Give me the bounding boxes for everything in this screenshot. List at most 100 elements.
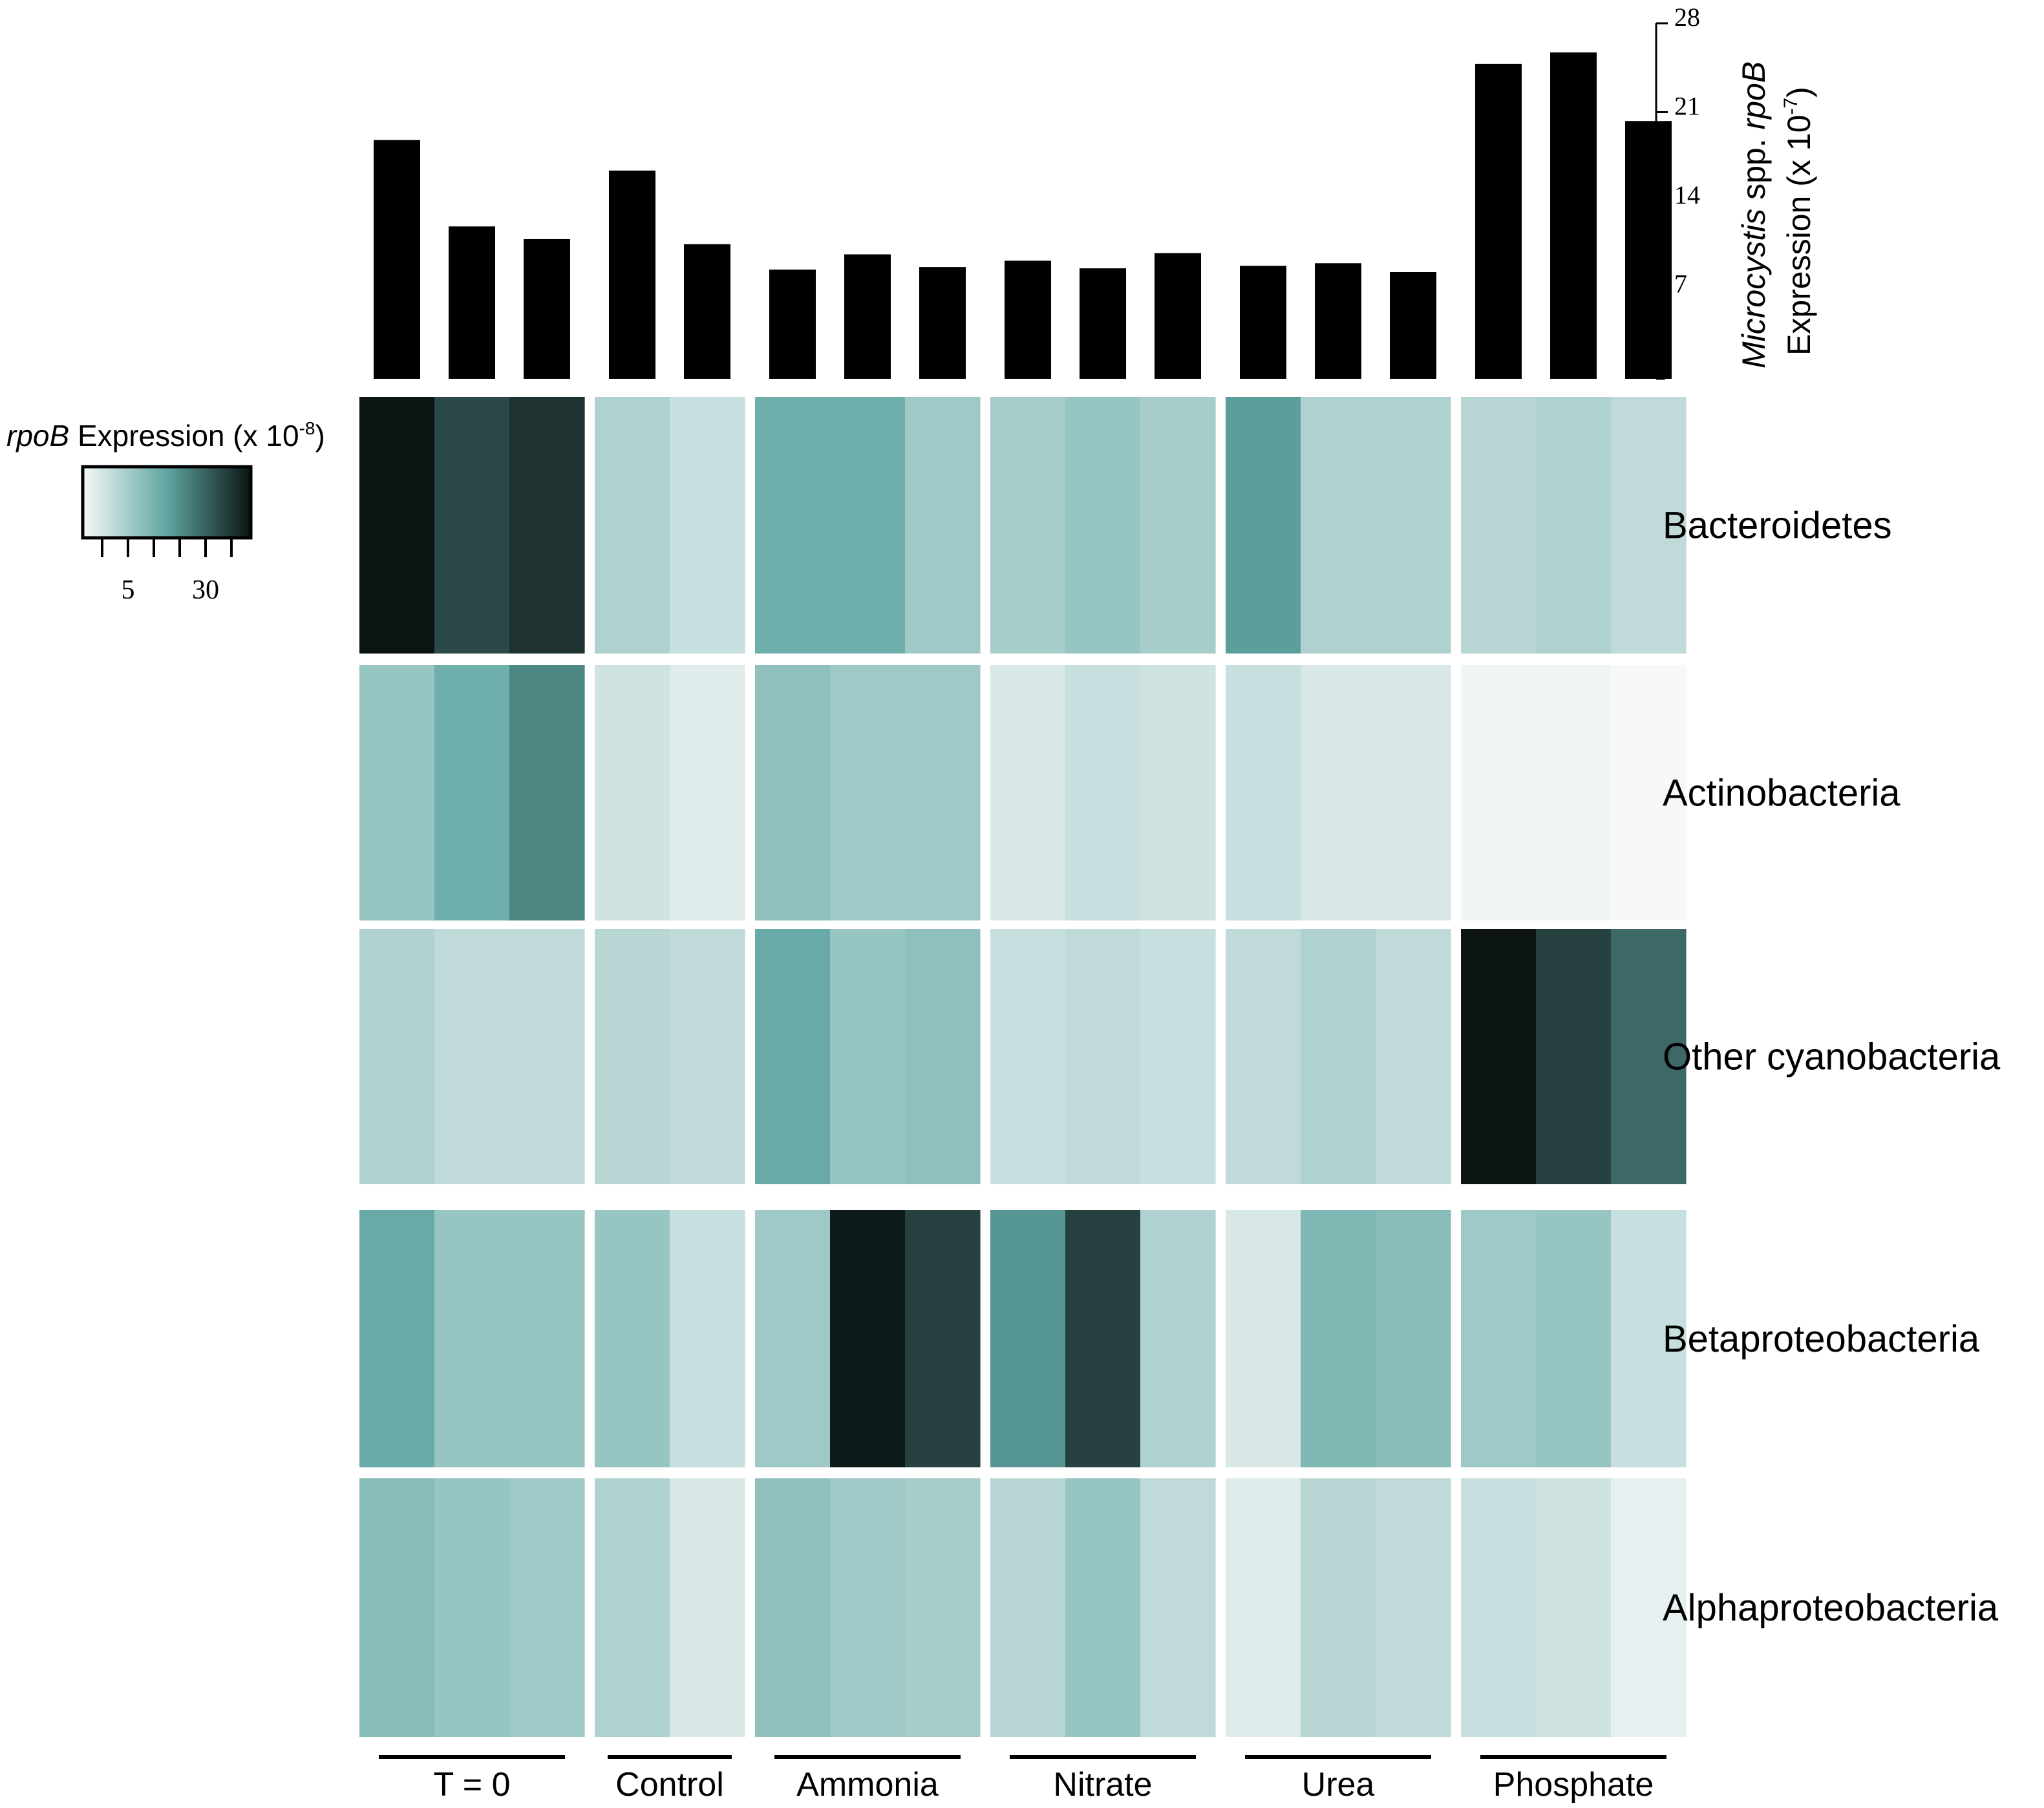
heat-cell-actinobacteria-4 — [670, 665, 745, 920]
bar-ammonia-r1 — [769, 270, 816, 379]
heat-cell-bacteroidetes-10 — [1140, 397, 1216, 654]
heat-cell-betaproteobacteria-15 — [1536, 1210, 1612, 1467]
row-label-alphaproteobacteria: Alphaproteobacteria — [1663, 1587, 1999, 1629]
heat-cell-actinobacteria-9 — [1065, 665, 1141, 920]
bar-urea-r2 — [1315, 263, 1361, 379]
bar-urea-r3 — [1390, 272, 1436, 379]
legend-tick-label-30: 30 — [192, 575, 219, 605]
heat-cell-actinobacteria-2 — [509, 665, 585, 920]
heat-cell-alphaproteobacteria-11 — [1226, 1478, 1301, 1737]
heat-cell-betaproteobacteria-8 — [990, 1210, 1066, 1467]
heat-cell-betaproteobacteria-6 — [830, 1210, 906, 1467]
heat-cell-betaproteobacteria-0 — [359, 1210, 435, 1467]
heat-cell-alphaproteobacteria-15 — [1536, 1478, 1612, 1737]
heat-cell-bacteroidetes-2 — [509, 397, 585, 654]
heat-cell-betaproteobacteria-5 — [755, 1210, 831, 1467]
legend-tick-label-5: 5 — [122, 575, 135, 605]
heat-cell-actinobacteria-3 — [595, 665, 670, 920]
legend-title: rpoB Expression (x 10-8) — [6, 418, 325, 452]
heat-cell-bacteroidetes-13 — [1376, 397, 1451, 654]
bar-control-r2 — [684, 244, 730, 379]
heat-cell-betaproteobacteria-13 — [1376, 1210, 1451, 1467]
heat-cell-alphaproteobacteria-3 — [595, 1478, 670, 1737]
heat-cell-other-cyanobacteria-15 — [1536, 929, 1612, 1184]
bar-urea-r1 — [1240, 266, 1286, 379]
heat-cell-actinobacteria-0 — [359, 665, 435, 920]
heat-cell-bacteroidetes-4 — [670, 397, 745, 654]
heat-cell-alphaproteobacteria-14 — [1461, 1478, 1537, 1737]
heat-cell-betaproteobacteria-2 — [509, 1210, 585, 1467]
bar-ammonia-r2 — [844, 254, 891, 379]
bar-t-0-r1 — [374, 140, 420, 379]
heat-cell-betaproteobacteria-11 — [1226, 1210, 1301, 1467]
row-label-betaproteobacteria: Betaproteobacteria — [1663, 1318, 1980, 1360]
heat-cell-actinobacteria-12 — [1301, 665, 1376, 920]
bar-nitrate-r3 — [1155, 253, 1201, 379]
heat-cell-actinobacteria-11 — [1226, 665, 1301, 920]
heat-cell-other-cyanobacteria-6 — [830, 929, 906, 1184]
heat-cell-betaproteobacteria-1 — [434, 1210, 510, 1467]
heat-cell-bacteroidetes-15 — [1536, 397, 1612, 654]
color-legend: rpoB Expression (x 10-8) 5 30 — [6, 418, 325, 605]
heat-cell-alphaproteobacteria-8 — [990, 1478, 1066, 1737]
legend-ticks — [101, 538, 233, 557]
heat-cell-other-cyanobacteria-3 — [595, 929, 670, 1184]
heat-cell-betaproteobacteria-9 — [1065, 1210, 1141, 1467]
heat-cell-actinobacteria-7 — [905, 665, 981, 920]
row-label-other-cyanobacteria: Other cyanobacteria — [1663, 1036, 2001, 1078]
legend-gradient-bar — [81, 465, 253, 540]
group-label-control: Control — [615, 1766, 724, 1803]
heat-cell-betaproteobacteria-7 — [905, 1210, 981, 1467]
heat-cell-other-cyanobacteria-0 — [359, 929, 435, 1184]
heat-cell-alphaproteobacteria-13 — [1376, 1478, 1451, 1737]
heat-cell-other-cyanobacteria-1 — [434, 929, 510, 1184]
row-label-bacteroidetes: Bacteroidetes — [1663, 505, 1892, 547]
heat-cell-actinobacteria-1 — [434, 665, 510, 920]
heat-cell-other-cyanobacteria-14 — [1461, 929, 1537, 1184]
heat-cell-bacteroidetes-9 — [1065, 397, 1141, 654]
heat-cell-bacteroidetes-3 — [595, 397, 670, 654]
heat-cell-betaproteobacteria-4 — [670, 1210, 745, 1467]
heat-cell-bacteroidetes-11 — [1226, 397, 1301, 654]
heat-cell-bacteroidetes-8 — [990, 397, 1066, 654]
heat-cell-other-cyanobacteria-10 — [1140, 929, 1216, 1184]
bar-ammonia-r3 — [919, 267, 966, 379]
heat-cell-alphaproteobacteria-7 — [905, 1478, 981, 1737]
group-label-nitrate: Nitrate — [1053, 1766, 1152, 1803]
heat-cell-actinobacteria-15 — [1536, 665, 1612, 920]
heat-cell-bacteroidetes-16 — [1611, 397, 1687, 654]
heat-cell-other-cyanobacteria-9 — [1065, 929, 1141, 1184]
bar-y-axis-label-line1: Microcystis spp. rpoB — [1736, 61, 1772, 368]
heat-cell-other-cyanobacteria-7 — [905, 929, 981, 1184]
bar-y-axis-tick-label-14: 14 — [1674, 180, 1700, 209]
heat-cell-alphaproteobacteria-4 — [670, 1478, 745, 1737]
row-label-actinobacteria: Actinobacteria — [1663, 772, 1900, 814]
heat-cell-betaproteobacteria-10 — [1140, 1210, 1216, 1467]
heat-cell-actinobacteria-14 — [1461, 665, 1537, 920]
bar-y-axis-tick-label-28: 28 — [1674, 3, 1700, 32]
heat-cell-other-cyanobacteria-11 — [1226, 929, 1301, 1184]
heat-cell-actinobacteria-16 — [1611, 665, 1687, 920]
heat-cell-other-cyanobacteria-12 — [1301, 929, 1376, 1184]
heat-cell-other-cyanobacteria-5 — [755, 929, 831, 1184]
heat-cell-alphaproteobacteria-6 — [830, 1478, 906, 1737]
heat-cell-betaproteobacteria-3 — [595, 1210, 670, 1467]
heatmap — [359, 397, 1687, 1737]
heat-cell-bacteroidetes-0 — [359, 397, 435, 654]
heat-cell-actinobacteria-5 — [755, 665, 831, 920]
heat-cell-alphaproteobacteria-16 — [1611, 1478, 1687, 1737]
heat-cell-actinobacteria-6 — [830, 665, 906, 920]
heat-cell-actinobacteria-8 — [990, 665, 1066, 920]
heat-cell-actinobacteria-10 — [1140, 665, 1216, 920]
heat-cell-other-cyanobacteria-13 — [1376, 929, 1451, 1184]
bar-nitrate-r2 — [1080, 268, 1126, 379]
heat-cell-bacteroidetes-1 — [434, 397, 510, 654]
heat-cell-betaproteobacteria-12 — [1301, 1210, 1376, 1467]
bar-phosphate-r1 — [1475, 63, 1522, 379]
bar-t-0-r2 — [449, 226, 495, 379]
heat-cell-other-cyanobacteria-4 — [670, 929, 745, 1184]
bar-t-0-r3 — [524, 239, 570, 379]
heat-cell-other-cyanobacteria-16 — [1611, 929, 1687, 1184]
heat-cell-betaproteobacteria-16 — [1611, 1210, 1687, 1467]
